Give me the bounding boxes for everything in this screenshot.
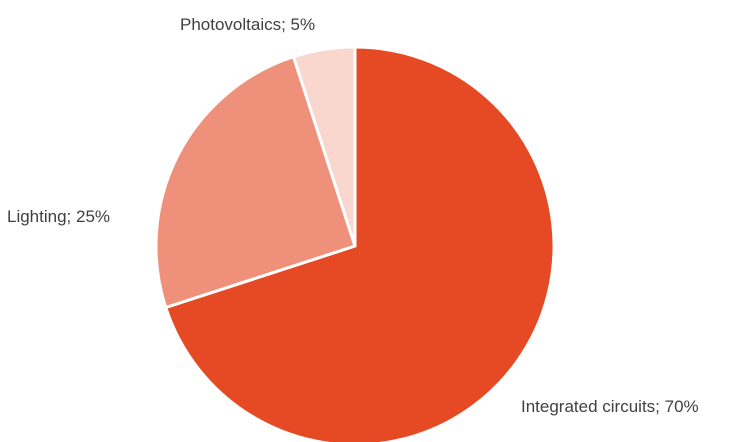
pie-slice-integrated-circuits [164, 45, 556, 442]
slice-label-photovoltaics: Photovoltaics; 5% [180, 15, 315, 34]
pie-slice-photovoltaics [292, 45, 357, 248]
pie-slice-lighting [154, 55, 357, 309]
pie-labels: Integrated circuits; 70% Lighting; 25% P… [7, 15, 699, 416]
slice-label-integrated-circuits: Integrated circuits; 70% [521, 397, 699, 416]
pie-slices [154, 45, 556, 442]
slice-label-lighting: Lighting; 25% [7, 207, 110, 226]
